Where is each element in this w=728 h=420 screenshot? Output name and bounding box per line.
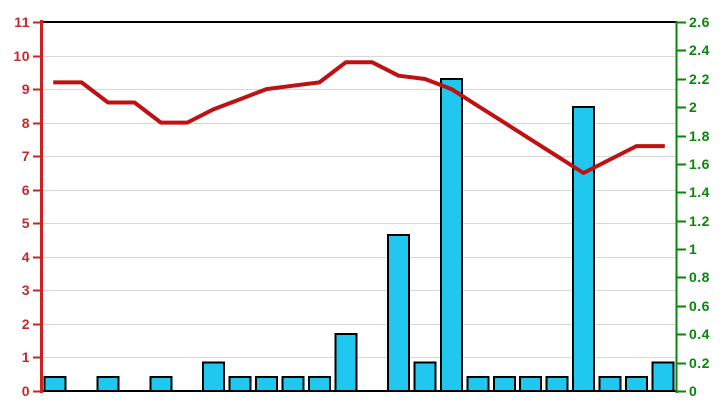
bar	[96, 375, 120, 392]
bar	[545, 375, 569, 392]
left-axis-tick-label: 7	[22, 148, 30, 164]
bar	[43, 375, 67, 392]
bar	[598, 375, 622, 392]
right-axis-tick-label: 2	[689, 99, 697, 115]
bar	[519, 375, 543, 392]
right-axis-tick-label: 1.2	[689, 213, 710, 229]
bar	[307, 375, 331, 392]
left-axis-tick-label: 8	[22, 115, 30, 131]
bar	[255, 375, 278, 392]
right-axis-tick-label: 0.2	[689, 355, 710, 371]
right-axis-tick-label: 2.4	[689, 42, 710, 58]
bar	[492, 375, 516, 392]
right-axis-tick-label: 1.6	[689, 156, 710, 172]
bar	[334, 333, 358, 393]
bar	[413, 361, 437, 393]
right-axis-tick-label: 1	[689, 241, 697, 257]
right-axis-tick-label: 0.8	[689, 269, 710, 285]
left-axis-tick-label: 2	[22, 316, 30, 332]
right-axis-tick-label: 1.4	[689, 184, 710, 200]
bar	[387, 233, 411, 392]
left-axis-tick-label: 3	[22, 282, 30, 298]
bar	[440, 77, 463, 393]
right-axis-tick-label: 1.8	[689, 128, 710, 144]
right-axis-tick-label: 0.4	[689, 326, 710, 342]
bar	[202, 361, 226, 393]
left-axis-tick-label: 1	[22, 349, 30, 365]
bar	[149, 375, 173, 392]
right-axis-tick-label: 0	[689, 383, 697, 399]
bar	[228, 375, 252, 392]
line-series	[53, 60, 665, 175]
left-axis-tick-label: 5	[22, 215, 30, 231]
bar	[651, 361, 675, 393]
right-axis-tick-label: 0.6	[689, 298, 710, 314]
right-axis-tick-label: 2.6	[689, 14, 710, 30]
left-axis-tick-label: 11	[14, 14, 30, 30]
left-axis-tick-label: 6	[22, 182, 30, 198]
left-axis-tick-label: 0	[22, 383, 30, 399]
left-axis-tick-label: 9	[22, 81, 30, 97]
left-axis-tick-label: 10	[13, 48, 30, 64]
bar	[281, 375, 305, 392]
left-axis-tick-label: 4	[22, 249, 30, 265]
bar	[624, 375, 648, 392]
right-axis-tick-label: 2.2	[689, 71, 710, 87]
bar	[466, 375, 490, 392]
bar	[572, 106, 595, 392]
